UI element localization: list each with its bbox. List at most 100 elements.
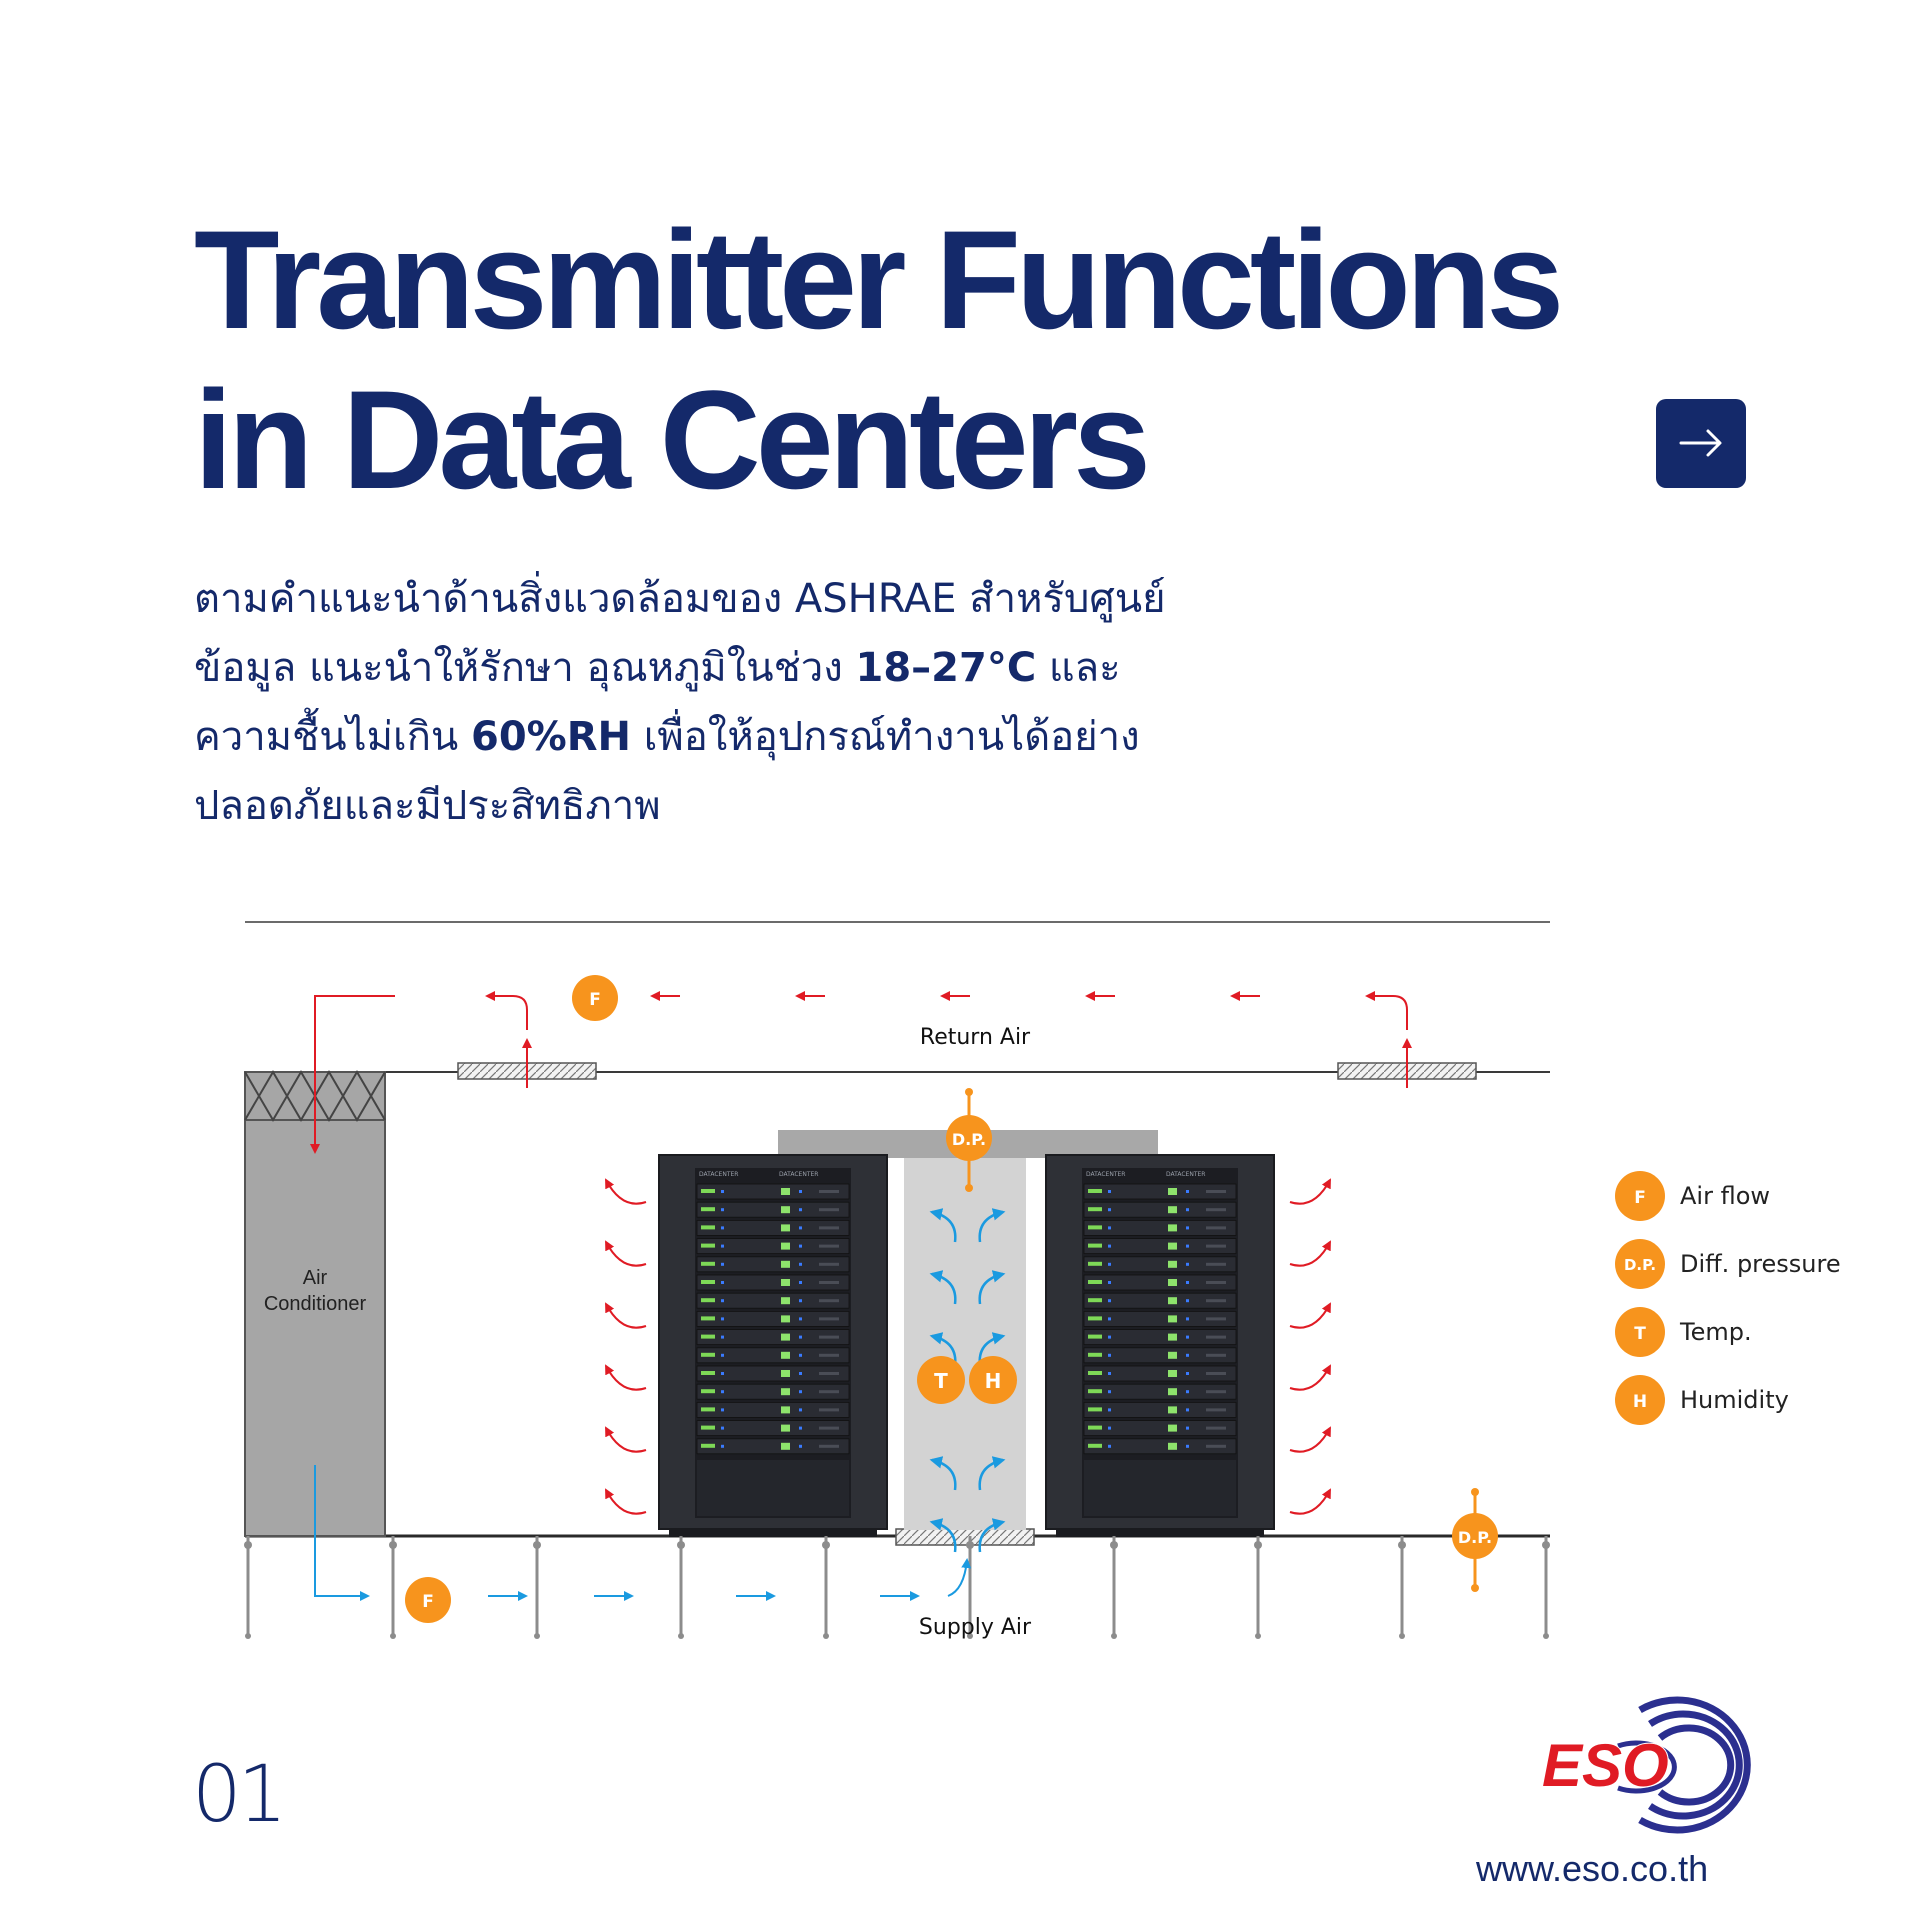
rack-base xyxy=(669,1529,877,1537)
dp-probe-end xyxy=(1471,1584,1479,1592)
cold-aisle-arrow xyxy=(929,1208,957,1243)
server-unit xyxy=(1083,1402,1237,1418)
server-led-blue xyxy=(799,1335,802,1339)
hot-exhaust-arrow xyxy=(1289,1240,1331,1267)
server-led-blue xyxy=(1108,1408,1111,1412)
description-line: ตามคำแนะนำด้านสิ่งแวดล้อมของ ASHRAE สำหร… xyxy=(194,576,1166,622)
server-led-blue xyxy=(1186,1317,1189,1321)
description-text: และ xyxy=(1036,645,1121,691)
supply-air-from-ac-arrow xyxy=(314,1465,370,1601)
server-unit xyxy=(696,1347,850,1364)
server-slot xyxy=(1206,1244,1226,1248)
floor-pillar-joint xyxy=(1254,1541,1262,1549)
server-led-blue xyxy=(1186,1190,1189,1193)
server-led-blue xyxy=(721,1390,724,1394)
temperature-sensor: T xyxy=(917,1356,965,1404)
server-led-green xyxy=(1088,1207,1102,1212)
next-page-button[interactable] xyxy=(1656,399,1746,488)
cold-aisle-arrow xyxy=(978,1270,1006,1305)
server-slot xyxy=(819,1226,839,1230)
server-led-blue xyxy=(1186,1262,1189,1266)
server-led-blue xyxy=(1186,1244,1189,1248)
floor-pillar-joint xyxy=(244,1541,252,1549)
server-led-blue xyxy=(1186,1390,1189,1394)
server-led-blue xyxy=(1108,1444,1111,1448)
floor-pillar-foot xyxy=(1399,1633,1405,1639)
server-slot xyxy=(1206,1262,1226,1266)
server-led-green xyxy=(1088,1425,1102,1430)
floor-pillar-joint xyxy=(533,1541,541,1549)
server-led-blue xyxy=(799,1190,802,1193)
server-led-blue xyxy=(799,1226,802,1230)
server-led-green xyxy=(781,1188,790,1195)
eso-logo: ESO xyxy=(1541,1696,1751,1834)
server-led-blue xyxy=(799,1444,802,1448)
server-slot xyxy=(1206,1372,1226,1375)
hot-exhaust-arrow xyxy=(1289,1178,1331,1205)
server-led-green xyxy=(781,1224,790,1232)
server-slot xyxy=(1206,1281,1226,1284)
floor-pillar-foot xyxy=(1543,1633,1549,1639)
cold-aisle xyxy=(904,1158,1026,1530)
server-led-green xyxy=(1168,1406,1177,1414)
page-number: 01 xyxy=(192,1750,287,1840)
server-led-green xyxy=(701,1407,715,1412)
floor-pillar-joint xyxy=(1110,1541,1118,1549)
sensor-symbol: T xyxy=(934,1369,948,1393)
rack-base xyxy=(1056,1529,1264,1537)
server-slot xyxy=(1206,1390,1226,1394)
server-slot xyxy=(819,1408,839,1412)
server-led-blue xyxy=(1186,1226,1189,1230)
floor-pillar-foot xyxy=(1255,1633,1261,1639)
server-led-blue xyxy=(1108,1390,1111,1394)
server-led-blue xyxy=(721,1444,724,1448)
cold-aisle-arrow xyxy=(929,1456,957,1491)
server-led-green xyxy=(1088,1280,1102,1284)
server-slot xyxy=(819,1281,839,1284)
server-unit xyxy=(696,1311,850,1327)
server-slot xyxy=(819,1262,839,1266)
server-led-blue xyxy=(1108,1335,1111,1339)
hot-exhaust-arrow xyxy=(605,1364,647,1391)
server-led-green xyxy=(1168,1279,1177,1286)
description-text: เพื่อให้อุปกรณ์ทำงานได้อย่าง xyxy=(631,714,1140,760)
server-led-green xyxy=(1168,1351,1177,1359)
server-led-blue xyxy=(1108,1190,1111,1193)
description-line: ปลอดภัยและมีประสิทธิภาพ xyxy=(194,783,661,829)
server-led-blue xyxy=(721,1208,724,1212)
server-led-blue xyxy=(721,1262,724,1266)
description-text: ข้อมูล แนะนำให้รักษา อุณหภูมิในช่วง xyxy=(194,645,856,691)
ac-label-line-1: Air xyxy=(303,1267,328,1289)
supply-air-label: Supply Air xyxy=(919,1615,1032,1640)
server-led-blue xyxy=(799,1299,802,1303)
server-led-green xyxy=(781,1206,790,1214)
hot-exhaust-arrow xyxy=(605,1488,647,1515)
server-led-blue xyxy=(1186,1426,1189,1430)
server-slot xyxy=(819,1335,839,1339)
server-led-green xyxy=(1088,1334,1102,1339)
server-led-blue xyxy=(799,1426,802,1430)
server-led-green xyxy=(1088,1225,1102,1230)
hot-exhaust-arrow xyxy=(605,1240,647,1267)
page-title-line-2: in Data Centers xyxy=(194,361,1151,518)
server-led-green xyxy=(781,1442,790,1450)
server-led-green xyxy=(701,1352,715,1357)
server-led-green xyxy=(781,1242,790,1250)
server-unit xyxy=(696,1329,850,1345)
server-unit xyxy=(1083,1365,1237,1382)
legend-label: Diff. pressure xyxy=(1680,1250,1841,1278)
hot-exhaust-arrow xyxy=(1289,1302,1331,1329)
server-led-blue xyxy=(721,1281,724,1284)
server-slot xyxy=(819,1390,839,1394)
server-unit xyxy=(696,1420,850,1436)
cold-aisle-arrow xyxy=(978,1456,1006,1491)
server-unit xyxy=(1083,1311,1237,1327)
server-slot xyxy=(819,1190,839,1193)
server-unit xyxy=(1083,1256,1237,1273)
server-led-blue xyxy=(1186,1408,1189,1412)
server-led-green xyxy=(781,1260,790,1268)
server-led-green xyxy=(1168,1260,1177,1268)
server-led-blue xyxy=(1186,1208,1189,1212)
server-unit xyxy=(1083,1329,1237,1345)
